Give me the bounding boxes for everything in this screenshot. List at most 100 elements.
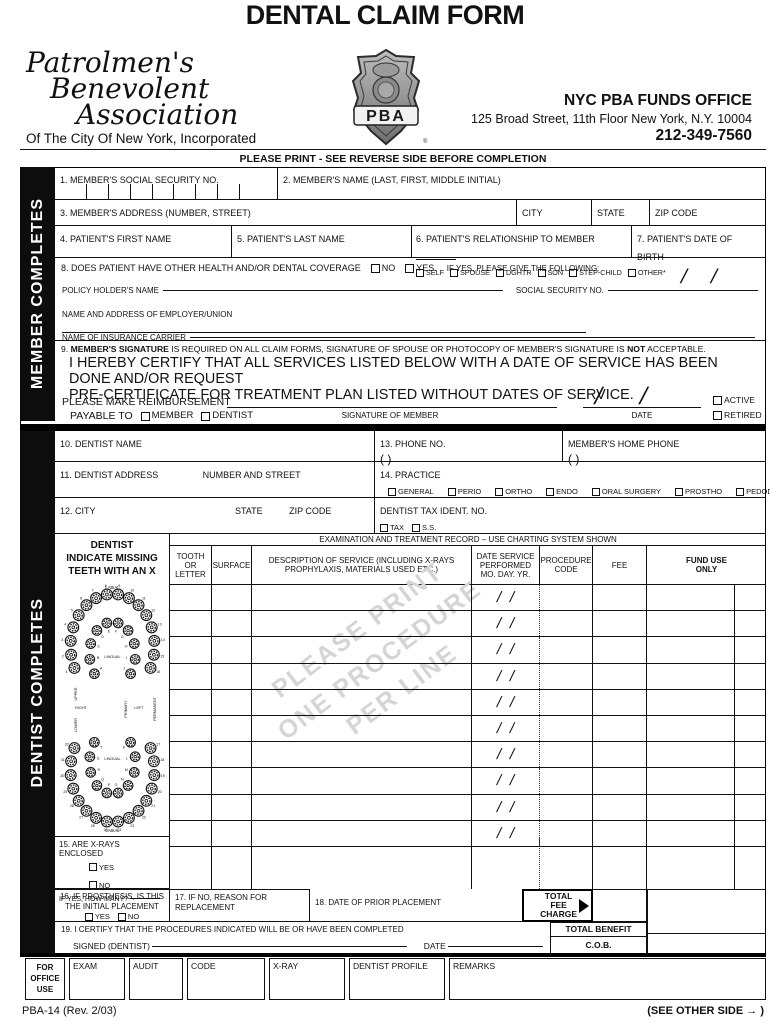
- service-cell-procedure[interactable]: [540, 689, 593, 715]
- service-cell-description[interactable]: [252, 663, 472, 689]
- service-cell-surface[interactable]: [212, 794, 252, 820]
- service-cell-date[interactable]: / /: [472, 820, 540, 846]
- service-cell-procedure[interactable]: [540, 715, 593, 742]
- field-city[interactable]: CITY: [517, 200, 592, 226]
- service-cell-fund-wide[interactable]: [647, 637, 735, 663]
- member-date-line[interactable]: [583, 407, 701, 408]
- service-cell-fund-wide[interactable]: [647, 794, 735, 820]
- ssn-digit-cell[interactable]: [174, 184, 197, 199]
- checkbox-xrays-yes[interactable]: [89, 863, 97, 871]
- service-cell-description[interactable]: [252, 715, 472, 742]
- service-cell-fee[interactable]: [593, 611, 647, 637]
- field-member-ssn[interactable]: 1. MEMBER'S SOCIAL SECURITY NO.: [55, 167, 278, 200]
- service-cell-fee[interactable]: [593, 689, 647, 715]
- signed-date-line[interactable]: [448, 946, 544, 947]
- checkbox-payable-member[interactable]: [140, 411, 150, 421]
- service-cell-tooth[interactable]: [170, 837, 212, 889]
- checkbox-ortho[interactable]: [495, 487, 504, 496]
- service-cell-procedure[interactable]: [540, 637, 593, 663]
- employer-line[interactable]: [62, 332, 586, 333]
- relationship-other-line[interactable]: [416, 259, 456, 260]
- ssn-digit-cell[interactable]: [240, 184, 261, 199]
- service-cell-fund-wide[interactable]: [647, 742, 735, 768]
- service-cell-date[interactable]: [472, 837, 540, 889]
- service-cell-tooth[interactable]: [170, 585, 212, 611]
- service-cell-fund-wide[interactable]: [647, 663, 735, 689]
- checkbox-other-[interactable]: [627, 268, 636, 277]
- total-fee-value-cell[interactable]: [593, 889, 647, 922]
- office-use-box-audit[interactable]: AUDIT: [129, 958, 183, 1000]
- service-cell-date[interactable]: / /: [472, 768, 540, 794]
- fund-use-cell-bottom[interactable]: [647, 934, 766, 955]
- service-cell-procedure[interactable]: [540, 742, 593, 768]
- service-cell-procedure[interactable]: [540, 768, 593, 794]
- service-cell-fee[interactable]: [593, 637, 647, 663]
- ssn-digit-cell[interactable]: [218, 184, 241, 199]
- ssn-digit-cell[interactable]: [109, 184, 131, 199]
- service-cell-fund-narrow[interactable]: [735, 585, 766, 610]
- service-cell-surface[interactable]: [212, 820, 252, 846]
- office-use-box-remarks[interactable]: REMARKS: [449, 958, 766, 1000]
- checkbox-pedod[interactable]: [736, 487, 745, 496]
- service-cell-description[interactable]: [252, 768, 472, 794]
- service-cell-fund-wide[interactable]: [647, 585, 735, 611]
- office-use-box-dentist-profile[interactable]: DENTIST PROFILE: [349, 958, 445, 1000]
- policy-holder-line[interactable]: [163, 290, 504, 291]
- checkbox-self[interactable]: [416, 268, 424, 277]
- field-patient-first-name[interactable]: 4. PATIENT'S FIRST NAME: [55, 226, 232, 258]
- office-use-box-x-ray[interactable]: X-RAY: [269, 958, 345, 1000]
- service-cell-procedure[interactable]: [540, 663, 593, 689]
- service-cell-procedure[interactable]: [540, 820, 593, 846]
- service-cell-date[interactable]: / /: [472, 715, 540, 742]
- field-replacement-reason[interactable]: 17. IF NO, REASON FOR REPLACEMENT: [170, 889, 310, 922]
- field-member-address[interactable]: 3. MEMBER'S ADDRESS (NUMBER, STREET): [55, 200, 517, 226]
- field-member-name[interactable]: 2. MEMBER'S NAME (LAST, FIRST, MIDDLE IN…: [278, 167, 766, 200]
- service-cell-fee[interactable]: [593, 585, 647, 611]
- checkbox-xrays-no[interactable]: [89, 881, 97, 889]
- service-cell-description[interactable]: [252, 637, 472, 663]
- service-cell-procedure[interactable]: [540, 585, 593, 611]
- signed-line[interactable]: [152, 946, 408, 947]
- service-cell-surface[interactable]: [212, 837, 252, 889]
- checkbox-prosthesis-no[interactable]: [117, 912, 126, 921]
- service-cell-fund-wide[interactable]: [647, 611, 735, 637]
- service-cell-tooth[interactable]: [170, 820, 212, 846]
- service-cell-surface[interactable]: [212, 715, 252, 742]
- field-home-phone[interactable]: MEMBER'S HOME PHONE ( ): [563, 431, 766, 466]
- service-cell-description[interactable]: [252, 837, 472, 889]
- service-cell-date[interactable]: / /: [472, 611, 540, 637]
- service-cell-tooth[interactable]: [170, 794, 212, 820]
- checkbox-oral-surgery[interactable]: [591, 487, 600, 496]
- service-cell-surface[interactable]: [212, 768, 252, 794]
- service-cell-date[interactable]: / /: [472, 663, 540, 689]
- checkbox-general[interactable]: [388, 487, 396, 496]
- office-use-box-code[interactable]: CODE: [187, 958, 265, 1000]
- service-cell-fund-narrow[interactable]: [735, 837, 766, 889]
- ssn-digit-cell[interactable]: [87, 184, 109, 199]
- checkbox-prostho[interactable]: [675, 487, 684, 496]
- service-cell-description[interactable]: [252, 794, 472, 820]
- service-cell-fee[interactable]: [593, 663, 647, 689]
- service-cell-tooth[interactable]: [170, 715, 212, 742]
- checkbox-endo[interactable]: [546, 487, 555, 496]
- checkbox-coverage-yes[interactable]: [405, 263, 415, 273]
- fund-use-cell-top[interactable]: [647, 889, 766, 934]
- checkbox-prosthesis-yes[interactable]: [84, 912, 93, 921]
- ssn-digit-cell[interactable]: [196, 184, 219, 199]
- service-cell-description[interactable]: [252, 611, 472, 637]
- ssn-digit-cell[interactable]: [65, 184, 87, 199]
- service-cell-fee[interactable]: [593, 820, 647, 846]
- service-cell-fund-narrow[interactable]: [735, 690, 766, 715]
- field-dentist-city[interactable]: 12. CITY STATE ZIP CODE: [55, 498, 375, 534]
- policy-ssn-line[interactable]: [608, 290, 759, 291]
- field-phone[interactable]: 13. PHONE NO. ( ): [375, 431, 563, 466]
- service-cell-tooth[interactable]: [170, 637, 212, 663]
- service-cell-surface[interactable]: [212, 742, 252, 768]
- checkbox-payable-dentist[interactable]: [201, 411, 211, 421]
- service-cell-fee[interactable]: [593, 794, 647, 820]
- service-cell-fund-wide[interactable]: [647, 837, 735, 889]
- service-cell-procedure[interactable]: [540, 611, 593, 637]
- service-cell-surface[interactable]: [212, 689, 252, 715]
- how-many-line[interactable]: [130, 898, 161, 899]
- service-cell-tooth[interactable]: [170, 663, 212, 689]
